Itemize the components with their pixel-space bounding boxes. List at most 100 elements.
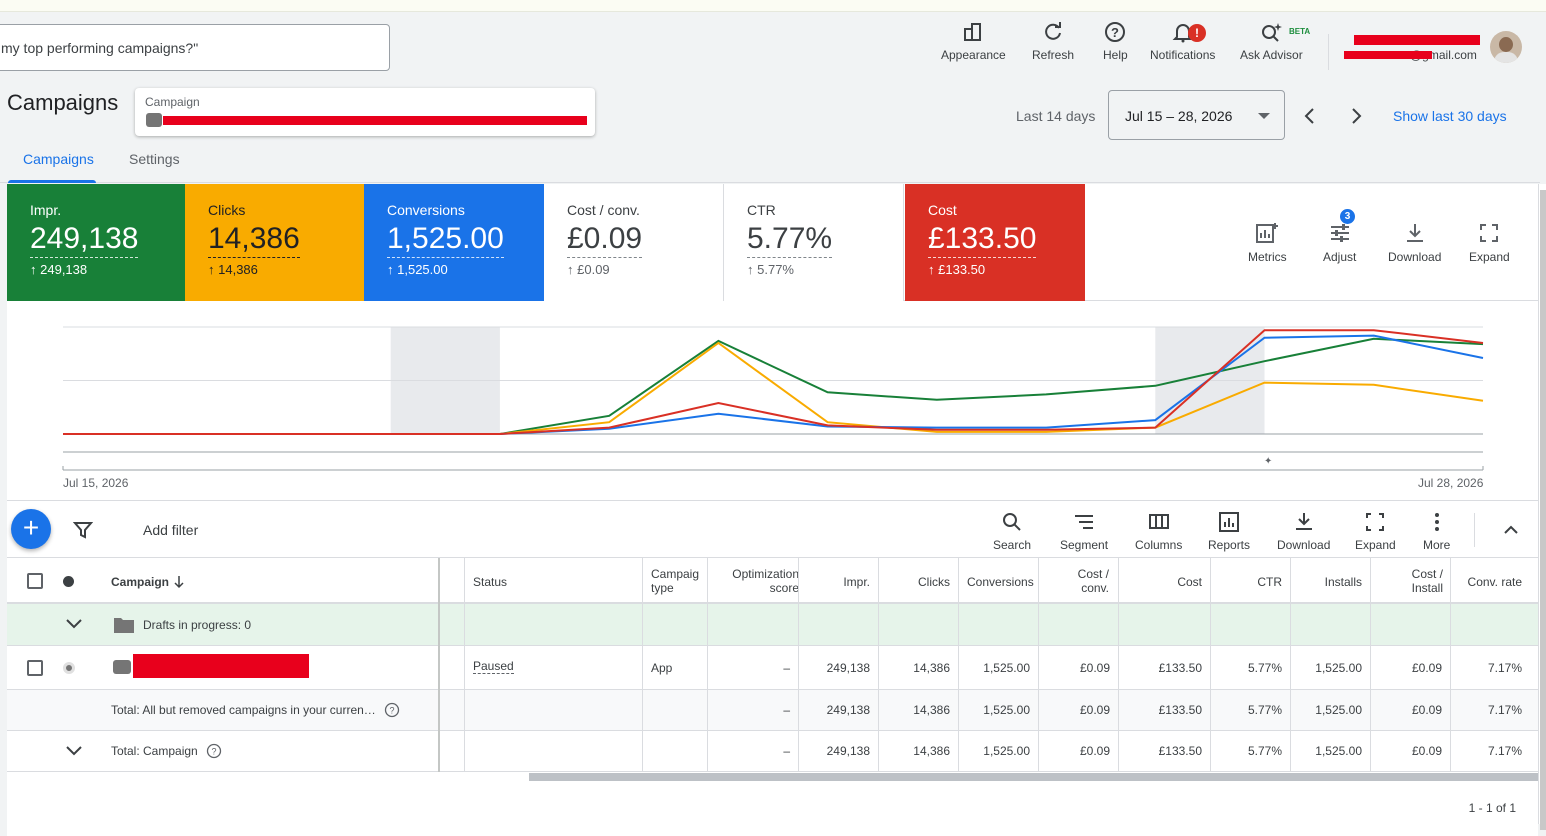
scorecard[interactable]: Cost / conv. £0.09 ↑ £0.09 bbox=[544, 184, 724, 301]
row-checkbox[interactable] bbox=[27, 660, 43, 676]
reports-button[interactable]: Reports bbox=[1208, 511, 1250, 552]
col-header-campaign-type[interactable]: Campaig type bbox=[651, 567, 700, 595]
chevron-right-icon bbox=[1352, 108, 1362, 124]
total-clicks-value: 14,386 bbox=[913, 703, 950, 717]
next-period-button[interactable] bbox=[1347, 104, 1367, 128]
collapse-chevron-up-icon[interactable] bbox=[1501, 520, 1521, 540]
x-axis-end-label: Jul 28, 2026 bbox=[1418, 476, 1484, 490]
campaign-picker[interactable]: Campaign bbox=[135, 88, 595, 136]
scorecard-delta: ↑ 249,138 bbox=[30, 262, 88, 277]
tab-settings[interactable]: Settings bbox=[129, 151, 180, 167]
help-button[interactable]: ? Help bbox=[1103, 20, 1128, 62]
help-icon[interactable]: ? bbox=[206, 743, 222, 759]
col-header-cost-per-install[interactable]: Cost / Install bbox=[1411, 567, 1443, 595]
pagination-label: 1 - 1 of 1 bbox=[1468, 801, 1516, 815]
col-header-clicks[interactable]: Clicks bbox=[918, 575, 950, 589]
cost-per-conv-value: £0.09 bbox=[1079, 661, 1110, 675]
adjust-button[interactable]: Adjust 3 bbox=[1323, 209, 1356, 264]
vertical-scrollbar-thumb[interactable] bbox=[1540, 190, 1546, 830]
column-divider bbox=[1210, 558, 1211, 772]
search-input[interactable]: my top performing campaigns?" bbox=[0, 24, 390, 71]
ask-advisor-button[interactable]: Ask Advisor BETA bbox=[1240, 20, 1310, 62]
avatar[interactable] bbox=[1490, 31, 1522, 63]
redaction-mark bbox=[1344, 51, 1432, 59]
col-header-campaign[interactable]: Campaign bbox=[111, 575, 170, 589]
segment-button[interactable]: Segment bbox=[1060, 511, 1108, 552]
total-ctr-value: 5.77% bbox=[1247, 744, 1282, 758]
col-header-optimization-score[interactable]: Optimization score bbox=[732, 567, 799, 595]
filter-icon[interactable] bbox=[73, 520, 93, 540]
add-campaign-button[interactable]: + bbox=[11, 509, 51, 549]
scorecard[interactable]: Cost £133.50 ↑ £133.50 bbox=[905, 184, 1085, 301]
chevron-down-icon[interactable] bbox=[65, 617, 83, 631]
col-header-conversions[interactable]: Conversions bbox=[967, 575, 1034, 589]
ctr-value: 5.77% bbox=[1247, 661, 1282, 675]
col-header-impr[interactable]: Impr. bbox=[843, 575, 870, 589]
more-label: More bbox=[1423, 538, 1451, 552]
download-label: Download bbox=[1388, 250, 1442, 264]
more-button[interactable]: More bbox=[1423, 511, 1450, 552]
scorecard[interactable]: Impr. 249,138 ↑ 249,138 bbox=[7, 184, 187, 301]
column-divider bbox=[464, 558, 465, 772]
col-header-ctr[interactable]: CTR bbox=[1257, 575, 1282, 589]
scorecard-label: Clicks bbox=[208, 202, 246, 218]
table-row[interactable]: Paused App – 249,138 14,386 1,525.00 £0.… bbox=[7, 646, 1538, 690]
total-cost-per-conv-value: £0.09 bbox=[1079, 703, 1110, 717]
column-divider bbox=[1118, 558, 1119, 772]
total-opt-value: – bbox=[783, 703, 790, 717]
total-installs-value: 1,525.00 bbox=[1315, 703, 1362, 717]
date-range-select[interactable]: Jul 15 – 28, 2026 bbox=[1108, 90, 1285, 140]
arrow-up-icon: ↑ bbox=[928, 262, 939, 277]
col-header-cost[interactable]: Cost bbox=[1177, 575, 1202, 589]
scorecard[interactable]: CTR 5.77% ↑ 5.77% bbox=[724, 184, 904, 301]
table-download-button[interactable]: Download bbox=[1277, 511, 1330, 552]
columns-button[interactable]: Columns bbox=[1135, 511, 1182, 552]
scorecard-delta: ↑ £133.50 bbox=[928, 262, 986, 277]
svg-text:?: ? bbox=[389, 706, 394, 716]
status-value[interactable]: Paused bbox=[473, 659, 514, 674]
notifications-button[interactable]: Notifications ! bbox=[1150, 20, 1215, 62]
total-installs-value: 1,525.00 bbox=[1315, 744, 1362, 758]
drafts-row[interactable]: Drafts in progress: 0 bbox=[7, 604, 1538, 646]
chevron-down-icon[interactable] bbox=[65, 744, 83, 758]
expand-icon bbox=[1480, 224, 1499, 242]
col-header-conv-rate[interactable]: Conv. rate bbox=[1467, 575, 1522, 589]
tab-campaigns[interactable]: Campaigns bbox=[23, 151, 94, 167]
show-last-30-link[interactable]: Show last 30 days bbox=[1393, 108, 1507, 124]
horizontal-scrollbar-thumb[interactable] bbox=[529, 773, 1538, 781]
download-button[interactable]: Download bbox=[1388, 222, 1441, 264]
table-expand-label: Expand bbox=[1355, 538, 1396, 552]
col-header-cost-per-conv[interactable]: Cost / conv. bbox=[1077, 567, 1109, 595]
refresh-button[interactable]: Refresh bbox=[1032, 20, 1074, 62]
table-download-label: Download bbox=[1277, 538, 1331, 552]
status-dot-icon bbox=[63, 576, 74, 587]
scorecard-label: Impr. bbox=[30, 202, 62, 218]
top-strip bbox=[0, 0, 1546, 12]
redaction-mark bbox=[1354, 35, 1480, 45]
total-conversions-value: 1,525.00 bbox=[983, 703, 1030, 717]
help-icon[interactable]: ? bbox=[384, 702, 400, 718]
ask-advisor-label: Ask Advisor bbox=[1240, 48, 1303, 62]
scorecard[interactable]: Clicks 14,386 ↑ 14,386 bbox=[185, 184, 365, 301]
previous-period-button[interactable] bbox=[1300, 104, 1320, 128]
sort-down-arrow-icon[interactable] bbox=[173, 575, 185, 589]
scorecard[interactable]: Conversions 1,525.00 ↑ 1,525.00 bbox=[364, 184, 544, 301]
appearance-button[interactable]: Appearance bbox=[941, 20, 1006, 62]
paused-status-icon bbox=[63, 662, 75, 674]
performance-chart[interactable]: ✦ Jul 15, 2026 Jul 28, 2026 bbox=[7, 302, 1538, 500]
table-search-label: Search bbox=[993, 538, 1032, 552]
table-expand-button[interactable]: Expand bbox=[1355, 511, 1396, 552]
select-all-checkbox[interactable] bbox=[27, 573, 43, 589]
col-header-installs[interactable]: Installs bbox=[1324, 575, 1362, 589]
series-line-2 bbox=[63, 334, 1484, 435]
main-panel: Impr. 249,138 ↑ 249,138 Clicks 14,386 ↑ 14,38… bbox=[7, 184, 1538, 836]
page-title: Campaigns bbox=[7, 90, 119, 115]
expand-button[interactable]: Expand bbox=[1469, 222, 1510, 264]
column-divider bbox=[798, 558, 799, 772]
add-filter-input[interactable]: Add filter bbox=[143, 522, 199, 538]
table-search-button[interactable]: Search bbox=[993, 511, 1031, 552]
total-cost-value: £133.50 bbox=[1158, 703, 1202, 717]
scorecard-value: £133.50 bbox=[928, 222, 1037, 258]
col-header-status[interactable]: Status bbox=[473, 575, 508, 589]
metrics-button[interactable]: Metrics bbox=[1248, 222, 1287, 264]
